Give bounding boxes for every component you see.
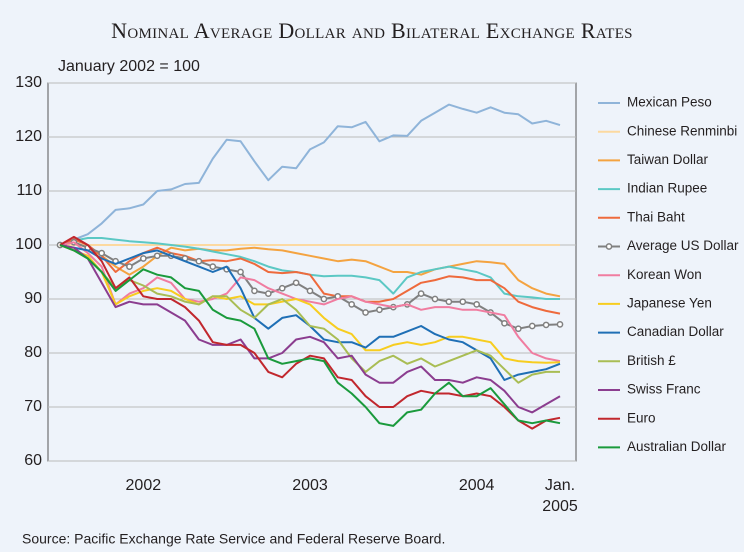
legend-label: British £ [627,353,676,368]
x-tick-label: 2004 [458,477,495,494]
x-tick-label: 2003 [292,477,328,494]
point-marker [292,279,300,287]
legend-marker [605,243,613,250]
point-marker [417,290,425,297]
legend-label: Chinese Renminbi [627,123,737,138]
legend-label: Korean Won [627,267,702,282]
x-tick-label: Jan. 2005 [542,477,578,515]
point-marker [306,287,314,295]
point-marker [459,298,467,306]
point-marker [542,321,550,329]
point-marker [445,298,453,306]
y-tick-label: 110 [16,182,42,199]
y-tick-label: 90 [24,290,42,307]
legend-label: Indian Rupee [627,181,707,196]
point-marker [320,295,328,303]
point-marker [251,287,258,295]
y-tick-label: 60 [24,452,42,469]
source-note: Source: Pacific Exchange Rate Service an… [22,531,445,547]
point-marker [528,322,536,330]
legend-label: Canadian Dollar [627,324,724,339]
y-tick-label: 120 [15,128,42,145]
point-marker [556,321,564,328]
point-marker [501,319,508,327]
point-marker [195,257,203,265]
point-marker [98,249,106,257]
y-tick-label: 80 [24,344,42,361]
y-tick-label: 100 [15,236,42,253]
legend-label: Swiss Franc [627,382,701,397]
legend-label: Euro [627,410,656,425]
legend-label: Japanese Yen [627,295,712,310]
chart-title: Nominal Average Dollar and Bilateral Exc… [111,18,633,43]
point-marker [376,306,383,314]
series-line [59,103,561,246]
series-line [59,244,560,384]
point-marker [514,325,522,333]
legend-label: Average US Dollar [627,238,739,253]
series-line [59,235,561,430]
legend-label: Australian Dollar [627,439,727,454]
legend-label: Thai Baht [627,209,685,224]
point-marker [237,268,244,276]
point-marker [473,301,481,308]
point-marker [264,290,272,297]
series-line [59,244,561,427]
point-marker [209,263,217,270]
series-line [59,241,561,298]
point-marker [153,252,161,260]
point-marker [431,295,439,303]
series-line [59,244,561,414]
point-marker [348,301,356,308]
point-marker [278,284,286,292]
series-line [59,241,561,363]
subtitle: January 2002 = 100 [58,58,200,75]
point-marker [362,309,369,316]
x-tick-label: 2002 [125,477,162,494]
legend-label: Taiwan Dollar [627,152,709,167]
series-line [59,244,561,381]
legend-label: Mexican Peso [627,95,712,110]
plot-frame [47,82,577,462]
y-tick-label: 70 [24,398,42,415]
point-marker [139,255,147,262]
series-line [59,244,561,364]
point-marker [126,263,133,270]
y-tick-label: 130 [15,74,42,91]
